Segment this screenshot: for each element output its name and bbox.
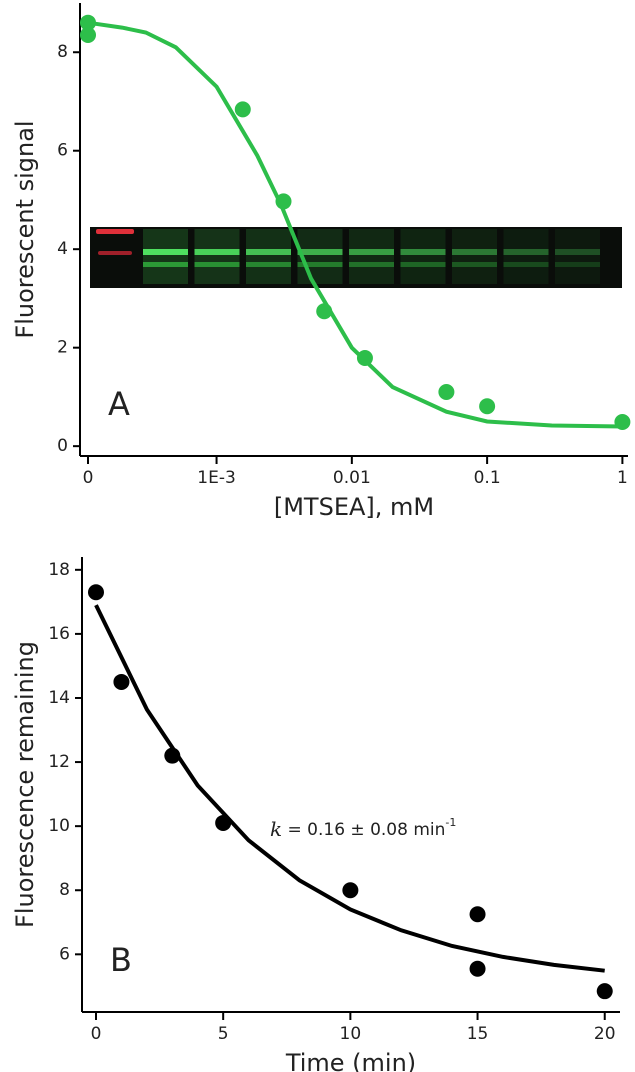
y-tick-label: 4 [57,239,68,259]
data-point [356,350,373,367]
fit-curve [94,604,605,973]
annotation-text: = 0.16 ± 0.08 min [282,820,445,840]
gel-lane [349,229,394,284]
data-point [80,14,96,31]
gel-band [452,249,497,255]
data-point [316,303,333,320]
data-point [596,983,613,1000]
annotation-symbol: k [270,817,282,841]
data-point [87,584,104,601]
gel-band [246,262,291,267]
gel-band [98,251,132,255]
data-point [275,193,292,210]
gel-lane [297,229,343,284]
gel-band [297,249,343,255]
gel-band [349,262,394,267]
gel-band [400,249,446,255]
y-tick-label: 6 [59,944,70,964]
y-axis-label: Fluorescence remaining [11,641,39,928]
data-point [113,673,130,690]
gel-band [246,249,291,255]
data-point [469,960,486,977]
x-tick-label: 0 [91,1024,102,1044]
gel-band [194,249,240,255]
gel-band [297,262,343,267]
gel-band [143,262,188,267]
x-tick-label: 0.1 [474,468,501,488]
gel-band [96,229,134,234]
data-point [234,101,251,118]
annotation: k = 0.16 ± 0.08 min-1 [270,816,456,841]
data-point [80,27,96,44]
gel-band [503,262,549,267]
gel-lane [400,229,446,284]
fit-curve [87,20,623,429]
annotation-superscript: -1 [445,816,456,829]
data-point [438,383,455,400]
gel-lane [555,229,600,284]
x-tick-label: 0 [83,468,94,488]
y-tick-label: 2 [57,338,68,358]
data-point [215,814,232,831]
y-tick-label: 16 [48,624,70,644]
y-tick-label: 0 [57,436,68,456]
y-tick-label: 14 [48,688,70,708]
x-tick-label: 15 [467,1024,489,1044]
x-axis-label: Time (min) [285,1049,416,1072]
x-tick-label: 1E-3 [197,468,236,488]
y-tick-label: 18 [48,560,70,580]
data-point [164,747,181,764]
y-tick-label: 8 [57,42,68,62]
x-tick-label: 5 [218,1024,229,1044]
x-axis-label: [MTSEA], mM [274,493,434,521]
x-tick-label: 0.01 [333,468,371,488]
gel-band [452,262,497,267]
y-tick-label: 6 [57,141,68,161]
y-axis-label: Fluorescent signal [11,120,39,338]
y-tick-label: 8 [59,880,70,900]
data-point [469,906,486,923]
gel-band [400,262,446,267]
gel-band [143,249,188,255]
gel-band [194,262,240,267]
gel-band [555,249,600,255]
gel-band [349,249,394,255]
gel-lane [246,229,291,284]
gel-band [503,249,549,255]
data-point [614,414,631,431]
x-tick-label: 20 [594,1024,616,1044]
y-tick-label: 10 [48,816,70,836]
gel-lane [452,229,497,284]
x-tick-label: 10 [340,1024,362,1044]
x-tick-label: 1 [617,468,628,488]
gel-lane [194,229,240,284]
gel-lane [503,229,549,284]
data-point [479,398,496,415]
gel-band [555,262,600,267]
data-point [342,882,359,899]
panel-label: A [108,385,130,423]
gel-lane [143,229,188,284]
panel-label: B [110,941,132,979]
y-tick-label: 12 [48,752,70,772]
